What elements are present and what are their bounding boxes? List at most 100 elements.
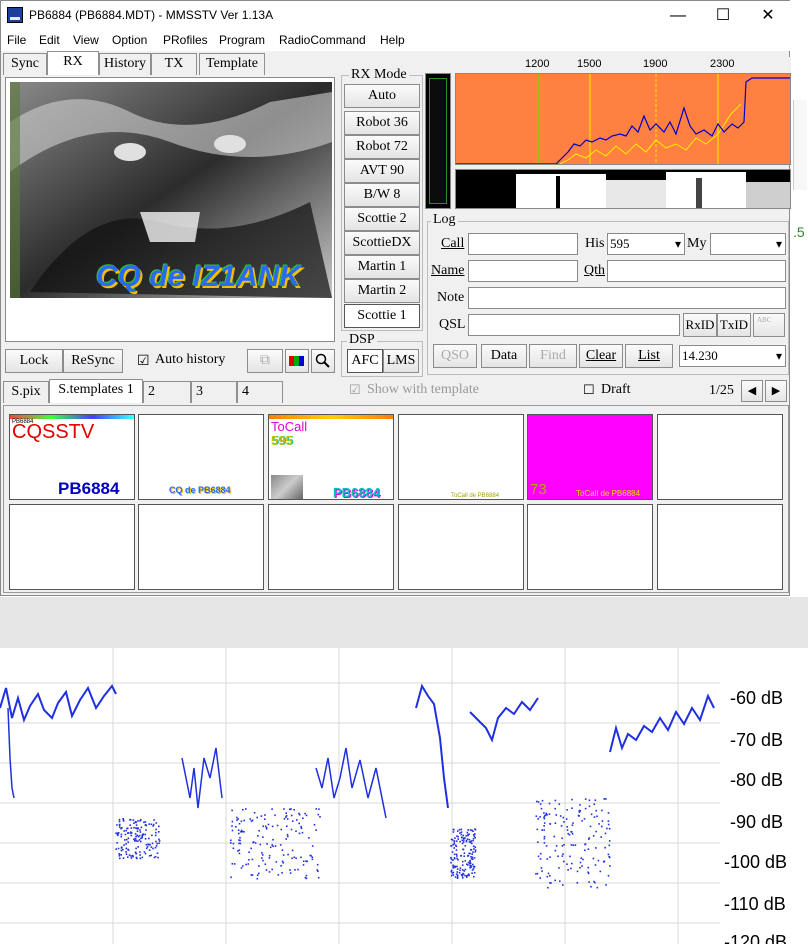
plot-dot bbox=[554, 799, 557, 802]
resync-button[interactable]: ReSync bbox=[63, 349, 123, 373]
lock-button[interactable]: Lock bbox=[5, 349, 63, 373]
auto-history-checkbox[interactable]: ☑ bbox=[137, 352, 150, 368]
template-thumbnail-empty[interactable] bbox=[9, 504, 135, 590]
plot-dot bbox=[285, 812, 287, 814]
tab-2[interactable]: 2 bbox=[143, 381, 191, 403]
tab-stemplates1[interactable]: S.templates 1 bbox=[49, 379, 143, 403]
mode-avt90-button[interactable]: AVT 90 bbox=[344, 159, 420, 183]
my-select[interactable] bbox=[710, 233, 786, 255]
template-thumbnail-empty[interactable] bbox=[268, 504, 394, 590]
plot-dot bbox=[593, 880, 595, 883]
find-button[interactable]: Find bbox=[529, 344, 577, 368]
plot-dot bbox=[237, 850, 239, 852]
plot-dot bbox=[251, 819, 254, 822]
plot-dot bbox=[123, 830, 125, 832]
menu-file[interactable]: File bbox=[7, 33, 27, 47]
tab-4[interactable]: 4 bbox=[237, 381, 283, 403]
plot-dot bbox=[543, 837, 546, 840]
tab-sync[interactable]: Sync bbox=[3, 53, 47, 75]
plot-dot bbox=[125, 847, 128, 850]
template-thumbnail-empty[interactable] bbox=[138, 504, 264, 590]
template-thumbnail[interactable]: 73 ToCall de PB6884 bbox=[527, 414, 653, 500]
template-thumbnail-empty[interactable] bbox=[527, 504, 653, 590]
waterfall-display[interactable] bbox=[455, 169, 791, 209]
plot-dot bbox=[280, 865, 282, 867]
close-button[interactable]: ✕ bbox=[761, 7, 775, 24]
template-thumbnail-empty[interactable] bbox=[398, 504, 524, 590]
template-thumbnail-empty[interactable] bbox=[657, 504, 783, 590]
log-title: Log bbox=[431, 212, 458, 228]
prev-page-button[interactable]: ◀ bbox=[741, 380, 763, 402]
plot-dot bbox=[536, 872, 539, 875]
spectrum-display[interactable] bbox=[455, 73, 791, 165]
template-thumbnail[interactable]: CQ de PB6884 bbox=[138, 414, 264, 500]
plot-dot bbox=[125, 838, 128, 841]
dsp-title: DSP bbox=[347, 332, 377, 348]
template-thumbnail[interactable]: PB6884 CQSSTV PB6884 bbox=[9, 414, 135, 500]
mode-scottie1-button[interactable]: Scottie 1 bbox=[344, 304, 420, 328]
mode-martin2-button[interactable]: Martin 2 bbox=[344, 279, 420, 303]
mode-robot36-button[interactable]: Robot 36 bbox=[344, 111, 420, 135]
tab-spix[interactable]: S.pix bbox=[3, 381, 49, 403]
plot-dot bbox=[135, 840, 138, 842]
qso-button[interactable]: QSO bbox=[433, 344, 477, 368]
plot-dot bbox=[158, 831, 160, 833]
template-thumbnail-empty[interactable] bbox=[657, 414, 783, 500]
tab-tx[interactable]: TX bbox=[151, 53, 197, 75]
show-with-template-checkbox[interactable]: ☑ bbox=[349, 382, 361, 397]
plot-dot bbox=[465, 876, 468, 878]
plot-dot bbox=[300, 825, 302, 828]
abc-button[interactable]: ABC bbox=[753, 313, 785, 337]
name-field[interactable] bbox=[468, 260, 578, 282]
copy-icon[interactable]: ⧉ bbox=[247, 349, 283, 373]
template-thumbnail[interactable]: ToCall 595 PB6884 bbox=[268, 414, 394, 500]
plot-dot bbox=[257, 835, 259, 837]
plot-dot bbox=[265, 827, 268, 830]
afc-button[interactable]: AFC bbox=[347, 349, 383, 373]
mode-scottie2-button[interactable]: Scottie 2 bbox=[344, 207, 420, 231]
plot-dot bbox=[135, 824, 138, 826]
txid-button[interactable]: TxID bbox=[717, 313, 751, 337]
mode-martin1-button[interactable]: Martin 1 bbox=[344, 255, 420, 279]
template-thumbnail[interactable]: ToCall de PB6884 bbox=[398, 414, 524, 500]
menu-profiles[interactable]: PRofiles bbox=[163, 33, 208, 47]
data-button[interactable]: Data bbox=[481, 344, 527, 368]
minimize-button[interactable]: — bbox=[670, 7, 686, 24]
tab-3[interactable]: 3 bbox=[191, 381, 237, 403]
zoom-icon[interactable] bbox=[311, 349, 335, 373]
mode-auto-button[interactable]: Auto bbox=[344, 84, 420, 108]
tab-rx[interactable]: RX bbox=[47, 51, 99, 75]
rxid-button[interactable]: RxID bbox=[683, 313, 717, 337]
qth-field[interactable] bbox=[607, 260, 786, 282]
list-button[interactable]: List bbox=[625, 344, 673, 368]
menu-view[interactable]: View bbox=[73, 33, 99, 47]
draft-checkbox[interactable]: ☐ bbox=[583, 382, 595, 397]
plot-dot bbox=[469, 861, 471, 863]
tab-history[interactable]: History bbox=[99, 53, 151, 75]
tab-template[interactable]: Template bbox=[199, 53, 265, 75]
his-select[interactable]: 595 bbox=[607, 233, 685, 255]
menu-radiocommand[interactable]: RadioCommand bbox=[279, 33, 366, 47]
plot-dot bbox=[231, 863, 234, 865]
mode-robot72-button[interactable]: Robot 72 bbox=[344, 135, 420, 159]
color-bar-icon[interactable] bbox=[285, 349, 309, 373]
menu-help[interactable]: Help bbox=[380, 33, 405, 47]
frequency-select[interactable]: 14.230 bbox=[679, 345, 786, 367]
menu-option[interactable]: Option bbox=[112, 33, 148, 47]
plot-dot bbox=[474, 851, 477, 853]
plot-dot bbox=[132, 854, 134, 857]
mode-bw8-button[interactable]: B/W 8 bbox=[344, 183, 420, 207]
thumb-picture bbox=[271, 475, 303, 499]
menu-program[interactable]: Program bbox=[219, 33, 266, 47]
clear-button[interactable]: Clear bbox=[579, 344, 623, 368]
lms-button[interactable]: LMS bbox=[383, 349, 419, 373]
plot-dot bbox=[135, 847, 137, 850]
qsl-field[interactable] bbox=[468, 314, 680, 336]
plot-dot bbox=[593, 816, 596, 818]
menu-edit[interactable]: Edit bbox=[39, 33, 60, 47]
note-field[interactable] bbox=[468, 287, 786, 309]
call-field[interactable] bbox=[468, 233, 578, 255]
mode-scottiedx-button[interactable]: ScottieDX bbox=[344, 231, 420, 255]
maximize-button[interactable]: ☐ bbox=[715, 7, 731, 24]
next-page-button[interactable]: ▶ bbox=[765, 380, 787, 402]
